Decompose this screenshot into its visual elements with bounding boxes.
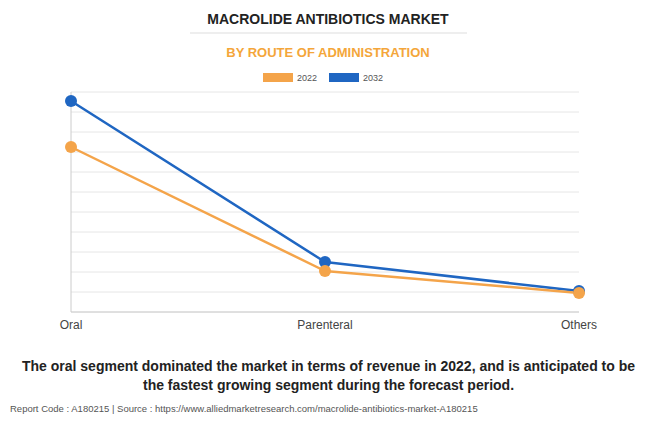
y-axis <box>71 92 72 312</box>
grid-line <box>71 212 579 213</box>
series-marker <box>65 141 77 153</box>
plot-area <box>65 95 585 299</box>
series-marker <box>319 265 331 277</box>
grid-line <box>71 172 579 173</box>
title: MACROLIDE ANTIBIOTICS MARKET <box>207 11 449 27</box>
subtitle: BY ROUTE OF ADMINISTRATION <box>226 45 429 60</box>
page: {"chart_data": {"type": "line", "title":… <box>0 0 657 426</box>
grid-line <box>71 152 579 153</box>
grid-line <box>71 132 579 133</box>
x-tick-label: Others <box>561 318 597 332</box>
caption: The oral segment dominated the market in… <box>10 357 647 395</box>
grid-line <box>71 192 579 193</box>
series-line <box>71 101 579 291</box>
grid-line <box>71 292 579 293</box>
x-tick-label: Oral <box>60 318 83 332</box>
grid-line <box>71 92 579 93</box>
grid-line <box>71 312 579 313</box>
grid-line <box>71 252 579 253</box>
series-line <box>71 147 579 293</box>
title-rule <box>190 33 467 34</box>
footer: Report Code : A180215 | Source : https:/… <box>10 403 478 414</box>
grid-line <box>71 112 579 113</box>
x-tick-label: Parenteral <box>297 318 352 332</box>
legend-swatch <box>329 73 359 82</box>
series-marker <box>573 287 585 299</box>
x-axis <box>71 312 579 313</box>
legend-swatch <box>263 73 293 82</box>
grid-line <box>71 232 579 233</box>
series-marker <box>65 95 77 107</box>
legend-label: 2022 <box>297 73 317 83</box>
legend-label: 2032 <box>363 73 383 83</box>
